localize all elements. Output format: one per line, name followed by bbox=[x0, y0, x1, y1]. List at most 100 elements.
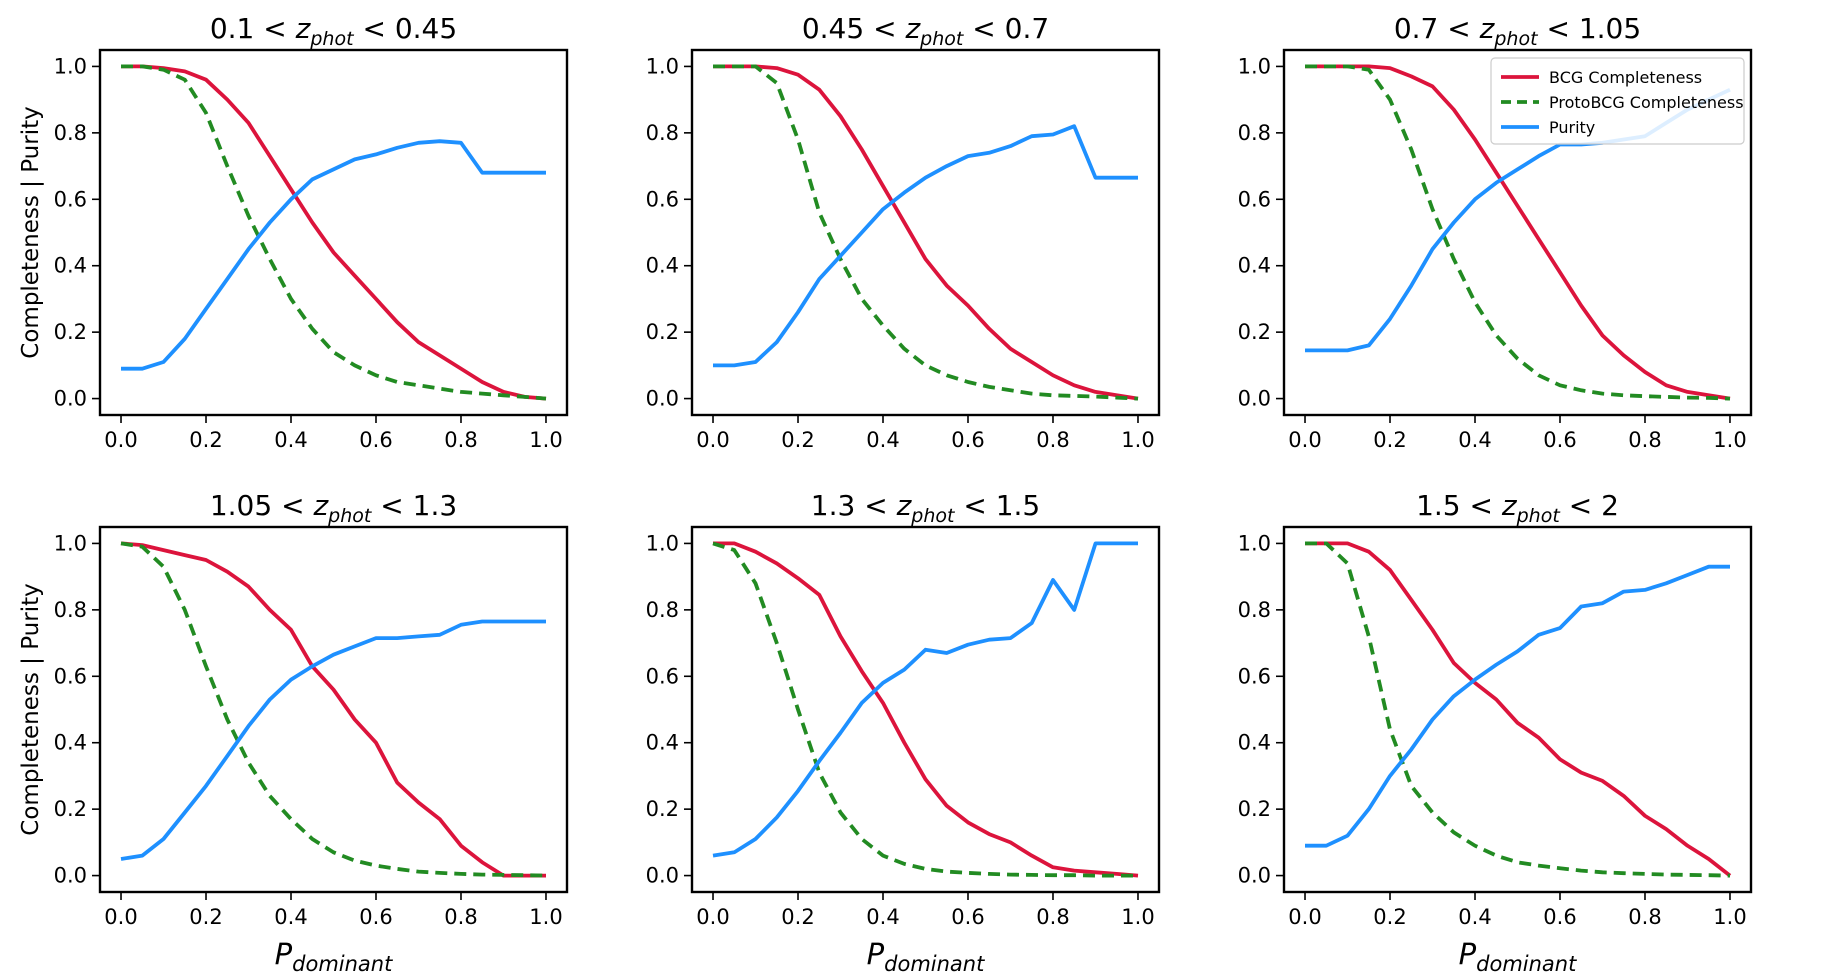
y-tick-label: 0.8 bbox=[54, 598, 87, 622]
x-tick-label: 1.0 bbox=[1121, 905, 1154, 929]
x-tick-label: 0.2 bbox=[189, 905, 222, 929]
series-group bbox=[121, 64, 547, 401]
axes-frame bbox=[690, 48, 1161, 417]
x-tick-label: 0.2 bbox=[1373, 905, 1406, 929]
y-tick-label: 1.0 bbox=[646, 531, 679, 555]
panel-title: 0.1 < zphot < 0.45 bbox=[210, 12, 457, 50]
y-tick-label: 0.2 bbox=[54, 320, 87, 344]
panel-3: 0.7 < zphot < 1.05 0.0 0.2 0.4 0.6 0.8 1.0 0.0 0… bbox=[1238, 12, 1753, 452]
legend-box bbox=[1490, 57, 1745, 145]
panel-title: 0.7 < zphot < 1.05 bbox=[1394, 12, 1641, 50]
x-tick-label: 0.6 bbox=[951, 428, 984, 452]
series-line-bcg bbox=[120, 541, 546, 878]
legend: BCG Completeness ProtoBCG Completeness Pur… bbox=[1490, 57, 1745, 145]
y-tick-label: 0.8 bbox=[646, 598, 679, 622]
legend-label-bcg: BCG Completeness bbox=[1549, 68, 1702, 87]
x-tick-label: 0.2 bbox=[781, 905, 814, 929]
x-tick-label: 1.0 bbox=[529, 905, 562, 929]
x-tick-label: 0.4 bbox=[1458, 428, 1491, 452]
y-tick-label: 0.0 bbox=[54, 864, 87, 888]
y-tick-label: 0.4 bbox=[646, 731, 679, 755]
panel-title: 1.5 < zphot < 2 bbox=[1416, 489, 1619, 527]
y-tick-label: 0.0 bbox=[54, 387, 87, 411]
x-axis-label: Pdominant bbox=[1459, 937, 1577, 976]
series-line-purity bbox=[713, 124, 1138, 368]
x-tick-label: 0.6 bbox=[951, 905, 984, 929]
x-tick-label: 0.8 bbox=[444, 905, 477, 929]
x-tick-label: 0.0 bbox=[1288, 428, 1321, 452]
series-line-purity bbox=[712, 541, 1138, 858]
y-axis-label: Completeness | Purity bbox=[18, 583, 44, 835]
x-tick-label: 0.2 bbox=[781, 428, 814, 452]
y-tick-label: 0.6 bbox=[54, 187, 87, 211]
series-line-proto bbox=[712, 541, 1138, 878]
x-tick-label: 0.8 bbox=[1628, 428, 1661, 452]
y-tick-label: 1.0 bbox=[1238, 54, 1271, 78]
x-tick-label: 0.6 bbox=[359, 428, 392, 452]
series-line-bcg bbox=[121, 64, 547, 401]
y-tick-label: 0.2 bbox=[54, 797, 87, 821]
y-tick-label: 0.8 bbox=[1238, 598, 1271, 622]
x-tick-label: 0.0 bbox=[1288, 905, 1321, 929]
x-tick-label: 0.0 bbox=[696, 905, 729, 929]
y-tick-label: 1.0 bbox=[54, 531, 87, 555]
x-tick-label: 1.0 bbox=[1713, 428, 1746, 452]
y-tick-label: 0.4 bbox=[1238, 731, 1271, 755]
y-tick-label: 0.6 bbox=[54, 664, 87, 688]
x-tick-label: 0.6 bbox=[359, 905, 392, 929]
series-line-purity bbox=[120, 619, 546, 861]
y-tick-label: 0.2 bbox=[646, 320, 679, 344]
x-tick-label: 1.0 bbox=[1713, 905, 1746, 929]
x-tick-label: 0.8 bbox=[1036, 428, 1069, 452]
series-group bbox=[712, 541, 1139, 878]
series-line-proto bbox=[120, 541, 547, 878]
y-tick-label: 0.0 bbox=[646, 864, 679, 888]
x-tick-label: 0.4 bbox=[866, 905, 899, 929]
y-tick-label: 0.2 bbox=[646, 797, 679, 821]
series-line-bcg bbox=[713, 541, 1139, 878]
series-line-purity bbox=[121, 139, 546, 371]
series-line-bcg bbox=[1305, 64, 1731, 401]
axes-frame bbox=[1282, 525, 1753, 894]
panel-2: 0.45 < zphot < 0.7 0.0 0.2 0.4 0.6 0.8 1.0 0.0 0… bbox=[646, 12, 1161, 452]
x-tick-label: 0.4 bbox=[274, 428, 307, 452]
axes-frame bbox=[98, 525, 569, 894]
x-tick-label: 1.0 bbox=[1121, 428, 1154, 452]
x-axis-label: Pdominant bbox=[275, 937, 393, 976]
x-tick-label: 0.0 bbox=[104, 905, 137, 929]
x-tick-label: 0.4 bbox=[866, 428, 899, 452]
y-tick-label: 1.0 bbox=[646, 54, 679, 78]
y-tick-label: 0.2 bbox=[1238, 797, 1271, 821]
x-tick-label: 0.6 bbox=[1543, 905, 1576, 929]
panel-1: 0.1 < zphot < 0.45 0.0 0.2 0.4 0.6 0.8 1.0 0.0 0… bbox=[18, 12, 569, 452]
series-line-proto bbox=[713, 64, 1139, 401]
panel-4: 1.05 < zphot < 1.3 0.0 0.2 0.4 0.6 0.8 1.0 0.0 0… bbox=[18, 489, 569, 976]
y-tick-label: 0.0 bbox=[1238, 387, 1271, 411]
panel-title: 1.3 < zphot < 1.5 bbox=[811, 489, 1041, 527]
x-axis-label: Pdominant bbox=[867, 937, 985, 976]
x-tick-label: 0.2 bbox=[189, 428, 222, 452]
series-line-proto bbox=[1305, 541, 1731, 878]
y-tick-label: 0.4 bbox=[54, 731, 87, 755]
series-line-proto bbox=[121, 64, 547, 401]
series-line-proto bbox=[1305, 64, 1731, 401]
axes-frame bbox=[690, 525, 1161, 894]
x-tick-label: 0.2 bbox=[1373, 428, 1406, 452]
y-tick-label: 0.8 bbox=[646, 121, 679, 145]
series-group bbox=[120, 541, 547, 878]
y-tick-label: 0.6 bbox=[646, 664, 679, 688]
series-line-bcg bbox=[1305, 541, 1732, 878]
panel-title: 1.05 < zphot < 1.3 bbox=[210, 489, 457, 527]
panel-5: 1.3 < zphot < 1.5 0.0 0.2 0.4 0.6 0.8 1.0 0.0 0.… bbox=[646, 489, 1161, 976]
y-tick-label: 0.6 bbox=[1238, 664, 1271, 688]
y-tick-label: 0.0 bbox=[646, 387, 679, 411]
y-tick-label: 0.4 bbox=[646, 254, 679, 278]
y-tick-label: 1.0 bbox=[54, 54, 87, 78]
y-tick-label: 0.6 bbox=[1238, 187, 1271, 211]
panel-title: 0.45 < zphot < 0.7 bbox=[802, 12, 1049, 50]
x-tick-label: 0.8 bbox=[444, 428, 477, 452]
y-tick-label: 0.4 bbox=[54, 254, 87, 278]
x-tick-label: 0.4 bbox=[1458, 905, 1491, 929]
x-tick-label: 0.8 bbox=[1628, 905, 1661, 929]
